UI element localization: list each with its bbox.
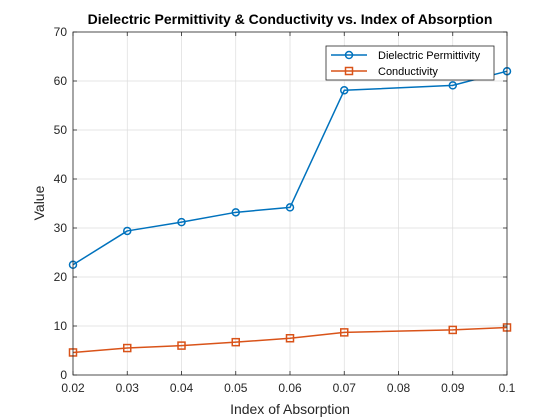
x-tick-label: 0.03 [116,381,140,395]
data-point-conductivity [123,343,132,353]
y-tick-label: 0 [60,368,67,382]
x-axis-label: Index of Absorption [230,401,350,417]
x-tick-label: 0.08 [387,381,411,395]
data-point-conductivity [231,337,240,347]
tick-labels: 0.02 0.03 0.04 0.05 0.06 0.07 0.08 0.09 0.1 0 10 20… [54,25,516,395]
y-tick-label: 70 [54,25,68,39]
y-tick-label: 40 [54,172,68,186]
y-tick-label: 30 [54,221,68,235]
x-tick-label: 0.04 [170,381,194,395]
x-tick-label: 0.06 [278,381,302,395]
y-tick-label: 50 [54,123,68,137]
y-tick-label: 10 [54,319,68,333]
y-tick-label: 20 [54,270,68,284]
legend-marker-dielectric [344,50,354,60]
x-tick-label: 0.07 [333,381,357,395]
y-axis-label: Value [31,185,47,220]
legend-box [325,45,495,81]
axis-ticks [72,31,508,376]
data-point-dielectric-permittivity [123,226,132,236]
x-tick-label: 0.1 [499,381,516,395]
data-point-dielectric-permittivity [177,217,186,227]
legend-marker-conductivity [344,66,354,76]
data-point-dielectric-permittivity [285,203,295,212]
x-tick-label: 0.05 [224,381,248,395]
series-layer [68,66,512,357]
data-point-dielectric-permittivity [340,86,349,95]
data-point-dielectric-permittivity [231,208,240,217]
data-point-conductivity [285,334,295,343]
legend-label-dielectric: Dielectric Permittivity [378,50,481,62]
data-point-conductivity [177,341,186,350]
x-tick-label: 0.02 [61,381,85,395]
x-tick-label: 0.09 [441,381,465,395]
series-line-conductivity [72,326,508,354]
data-point-conductivity [340,328,349,337]
legend-label-conductivity: Conductivity [378,66,438,78]
series-line-dielectric-permittivity [72,70,508,266]
data-point-conductivity [448,325,457,335]
data-point-dielectric-permittivity [448,81,457,90]
y-tick-label: 60 [54,74,68,88]
chart-title: Dielectric Permittivity & Conductivity v… [88,11,493,27]
legend: Dielectric Permittivity Conductivity [325,45,495,81]
